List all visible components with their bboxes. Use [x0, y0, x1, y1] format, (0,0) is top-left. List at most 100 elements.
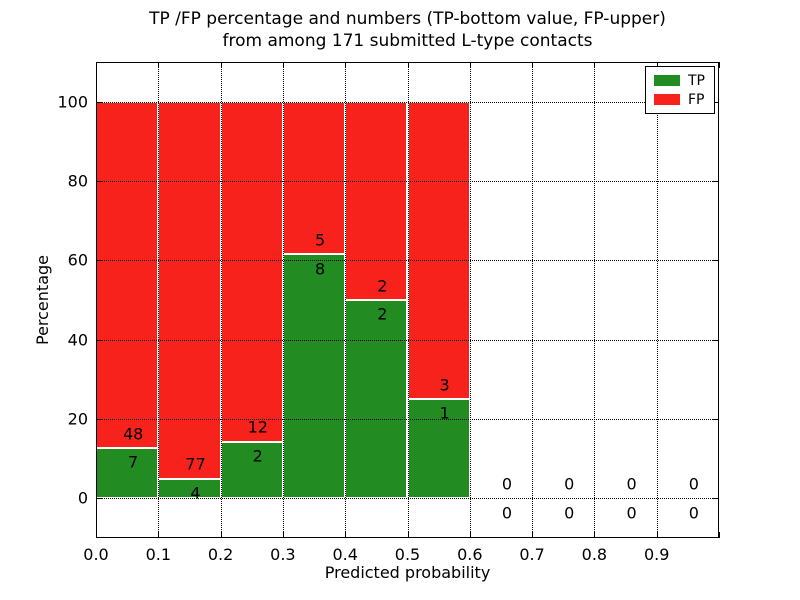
legend-label-fp: FP: [688, 91, 705, 108]
x-tick-mark-top: [470, 62, 471, 68]
y-tick-mark-right: [713, 102, 719, 103]
tp-count-label: 2: [377, 304, 388, 324]
tp-count-label: 7: [128, 452, 139, 472]
fp-count-label: 2: [377, 276, 388, 296]
x-tick-label: 0.8: [581, 545, 608, 564]
fp-count-label: 48: [122, 424, 144, 444]
fp-color-swatch: [654, 94, 680, 105]
x-tick-label: 0.7: [519, 545, 545, 564]
fp-count-label: 0: [688, 474, 699, 494]
gridline-horizontal: [96, 498, 719, 500]
fp-bar-segment: [158, 101, 221, 479]
y-tick-label: 80: [67, 171, 88, 191]
fp-count-label: 3: [439, 375, 450, 395]
x-tick-label: 0.5: [394, 545, 421, 564]
tp-bar-segment: [282, 254, 346, 499]
y-tick-mark-right: [713, 419, 719, 420]
tp-count-label: 0: [688, 503, 699, 523]
gridline-horizontal: [96, 181, 719, 182]
tp-color-swatch: [654, 75, 680, 86]
fp-bar-segment: [220, 101, 283, 442]
y-tick-label: 100: [57, 92, 88, 112]
x-tick-mark-top: [657, 62, 658, 68]
legend-item-fp: FP: [654, 93, 714, 107]
fp-count-label: 0: [626, 474, 637, 494]
tp-count-label: 2: [252, 446, 263, 466]
x-tick-label: 0.3: [270, 545, 296, 564]
gridline-vertical: [345, 62, 347, 538]
fp-count-label: 12: [247, 417, 268, 437]
fp-count-label: 5: [314, 230, 326, 250]
fp-count-label: 0: [564, 474, 575, 494]
gridline-horizontal: [96, 339, 719, 341]
y-tick-mark-left: [96, 498, 102, 499]
fp-count-label: 77: [185, 454, 206, 474]
legend-label-tp: TP: [688, 72, 705, 89]
y-tick-label: 40: [67, 330, 88, 350]
fp-bar-segment: [407, 101, 470, 400]
x-tick-mark-bottom: [283, 532, 284, 538]
x-tick-label: 0.9: [643, 545, 670, 564]
fp-bar-segment: [282, 101, 346, 255]
x-tick-mark-bottom: [345, 532, 346, 538]
x-tick-mark-top: [719, 62, 720, 68]
fp-bar-segment: [345, 101, 408, 300]
x-tick-mark-top: [158, 62, 159, 68]
x-tick-mark-bottom: [158, 532, 159, 538]
chart-title-line2: from among 171 submitted L-type contacts: [222, 31, 593, 51]
tp-count-label: 8: [314, 259, 326, 278]
fp-count-label: 0: [501, 474, 513, 494]
gridline-horizontal: [96, 101, 719, 103]
gridline-vertical: [469, 62, 471, 538]
y-tick-mark-left: [96, 340, 102, 341]
y-tick-mark-left: [96, 102, 102, 103]
x-tick-mark-top: [345, 62, 346, 68]
x-tick-label: 0.0: [83, 545, 109, 564]
tp-count-label: 1: [439, 403, 450, 423]
tp-bar-segment: [96, 447, 159, 499]
x-tick-mark-bottom: [408, 532, 409, 538]
x-tick-mark-top: [408, 62, 409, 68]
y-tick-mark-right: [713, 498, 719, 499]
x-tick-label: 0.6: [457, 545, 483, 564]
x-tick-mark-bottom: [96, 532, 97, 538]
gridline-vertical: [282, 62, 284, 538]
legend-item-tp: TP: [654, 74, 714, 88]
x-axis-label: Predicted probability: [324, 563, 491, 582]
x-tick-label: 0.1: [145, 545, 172, 564]
gridline-vertical: [656, 62, 658, 538]
y-tick-mark-right: [713, 340, 719, 341]
gridline-vertical: [594, 62, 596, 538]
x-tick-mark-top: [96, 62, 97, 68]
y-tick-mark-left: [96, 260, 102, 261]
x-tick-label: 0.2: [207, 545, 234, 564]
x-tick-label: 0.4: [332, 545, 358, 564]
x-tick-mark-bottom: [719, 532, 720, 538]
tp-count-label: 0: [626, 503, 637, 523]
y-tick-mark-right: [713, 260, 719, 261]
x-tick-mark-bottom: [532, 532, 533, 538]
tp-count-label: 0: [564, 503, 575, 523]
x-tick-mark-bottom: [221, 532, 222, 538]
x-tick-mark-top: [532, 62, 533, 68]
y-tick-label: 20: [67, 409, 88, 429]
chart-title-line1: TP /FP percentage and numbers (TP-bottom…: [149, 9, 666, 29]
x-tick-mark-top: [283, 62, 284, 68]
y-tick-mark-right: [713, 181, 719, 182]
y-tick-mark-left: [96, 419, 102, 420]
y-tick-mark-left: [96, 181, 102, 182]
x-tick-mark-top: [221, 62, 222, 68]
tp-bar-segment: [345, 300, 408, 499]
gridline-vertical: [220, 62, 222, 538]
gridline-vertical: [158, 62, 160, 538]
x-tick-mark-top: [594, 62, 595, 68]
tp-count-label: 4: [190, 483, 201, 503]
x-tick-mark-bottom: [594, 532, 595, 538]
tp-count-label: 0: [501, 503, 513, 523]
gridline-vertical: [532, 62, 534, 538]
y-tick-label: 0: [77, 488, 88, 508]
x-tick-mark-bottom: [657, 532, 658, 538]
gridline-vertical: [407, 62, 409, 538]
